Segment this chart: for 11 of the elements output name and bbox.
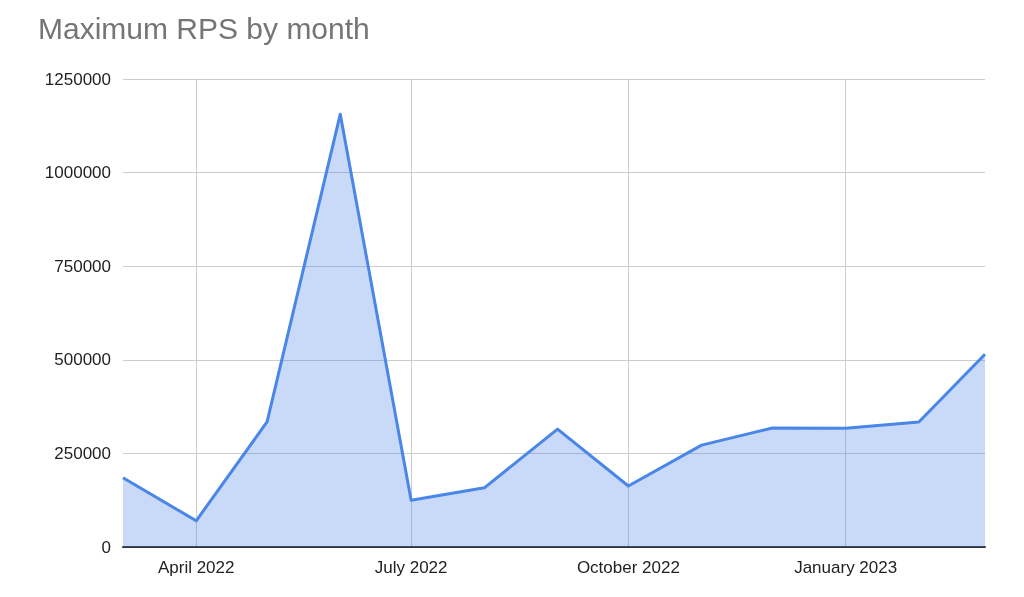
y-tick-label: 1250000: [44, 69, 111, 89]
x-tick-label: July 2022: [374, 558, 448, 577]
chart-title: Maximum RPS by month: [38, 11, 370, 45]
x-tick-label: April 2022: [157, 558, 235, 577]
y-tick-label: 500000: [54, 350, 111, 370]
y-tick-label: 750000: [54, 256, 111, 276]
y-tick-label: 1000000: [44, 163, 111, 183]
y-tick-label: 250000: [54, 443, 111, 463]
y-tick-label: 0: [101, 537, 111, 557]
x-tick-label: January 2023: [794, 558, 898, 577]
x-tick-label: October 2022: [576, 558, 680, 577]
